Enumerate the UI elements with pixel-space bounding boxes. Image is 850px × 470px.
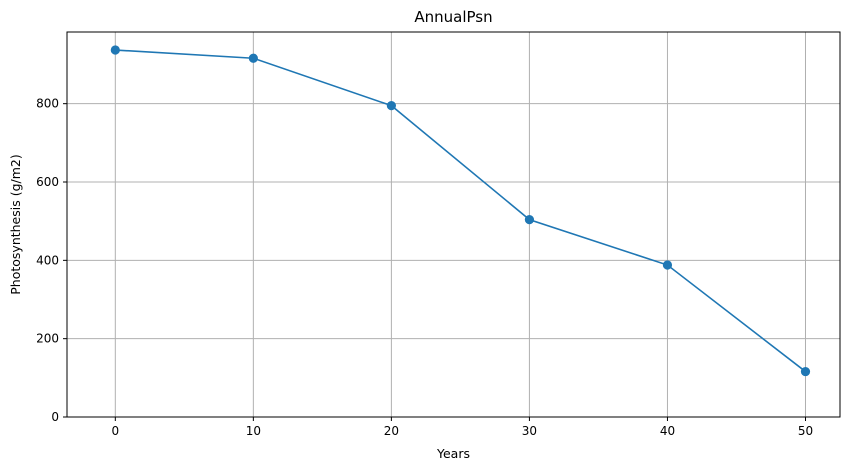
data-point: [800, 366, 811, 377]
y-tick-label: 200: [36, 332, 59, 346]
series-line: [115, 49, 806, 373]
grid: [67, 32, 840, 418]
x-tick-label: 30: [522, 424, 537, 438]
data-point: [386, 101, 396, 111]
x-tick-label: 50: [798, 424, 813, 438]
data-point: [524, 215, 535, 225]
y-tick-label: 0: [51, 410, 59, 424]
y-tick-label: 800: [36, 97, 59, 111]
ticks: 0 10 20 30 40 50 0 200 400 600 800: [36, 97, 813, 438]
x-axis-title: Years: [436, 446, 470, 461]
chart-title: AnnualPsn: [414, 8, 492, 26]
x-tick-label: 40: [660, 424, 675, 438]
plot-area-frame: [66, 31, 841, 418]
x-tick-label: 0: [111, 424, 119, 438]
x-tick-label: 10: [246, 424, 261, 438]
y-axis-title: Photosynthesis (g/m2): [8, 154, 23, 295]
y-tick-label: 600: [36, 175, 59, 189]
data-point: [110, 45, 120, 55]
y-tick-label: 400: [36, 253, 59, 267]
series-layer: [110, 45, 811, 377]
data-point: [662, 260, 673, 270]
x-tick-label: 20: [384, 424, 399, 438]
data-point: [248, 53, 258, 63]
